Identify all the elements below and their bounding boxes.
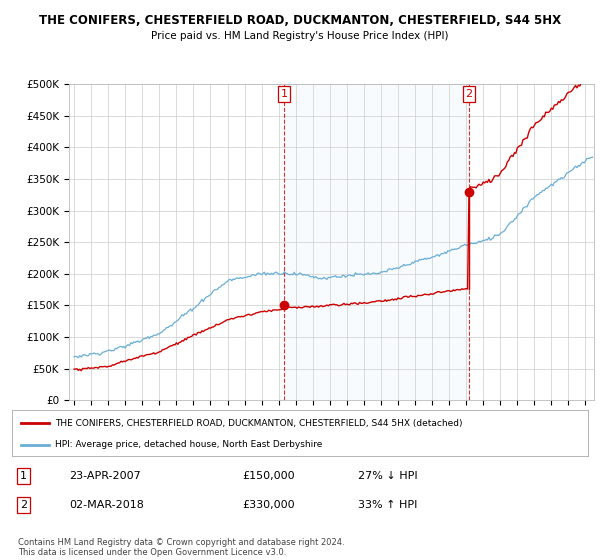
Text: Price paid vs. HM Land Registry's House Price Index (HPI): Price paid vs. HM Land Registry's House … [151,31,449,41]
Text: 1: 1 [20,470,27,480]
Text: 2: 2 [20,500,27,510]
Text: 2: 2 [466,89,473,99]
Text: HPI: Average price, detached house, North East Derbyshire: HPI: Average price, detached house, Nort… [55,440,323,450]
Bar [284,84,469,400]
Text: THE CONIFERS, CHESTERFIELD ROAD, DUCKMANTON, CHESTERFIELD, S44 5HX: THE CONIFERS, CHESTERFIELD ROAD, DUCKMAN… [39,14,561,27]
Text: £150,000: £150,000 [242,470,295,480]
Text: 02-MAR-2018: 02-MAR-2018 [70,500,145,510]
Text: 1: 1 [280,89,287,99]
Text: 27% ↓ HPI: 27% ↓ HPI [358,470,417,480]
Text: Contains HM Land Registry data © Crown copyright and database right 2024.
This d: Contains HM Land Registry data © Crown c… [18,538,344,557]
Text: 33% ↑ HPI: 33% ↑ HPI [358,500,417,510]
Text: THE CONIFERS, CHESTERFIELD ROAD, DUCKMANTON, CHESTERFIELD, S44 5HX (detached): THE CONIFERS, CHESTERFIELD ROAD, DUCKMAN… [55,419,463,428]
Text: 23-APR-2007: 23-APR-2007 [70,470,142,480]
Text: £330,000: £330,000 [242,500,295,510]
